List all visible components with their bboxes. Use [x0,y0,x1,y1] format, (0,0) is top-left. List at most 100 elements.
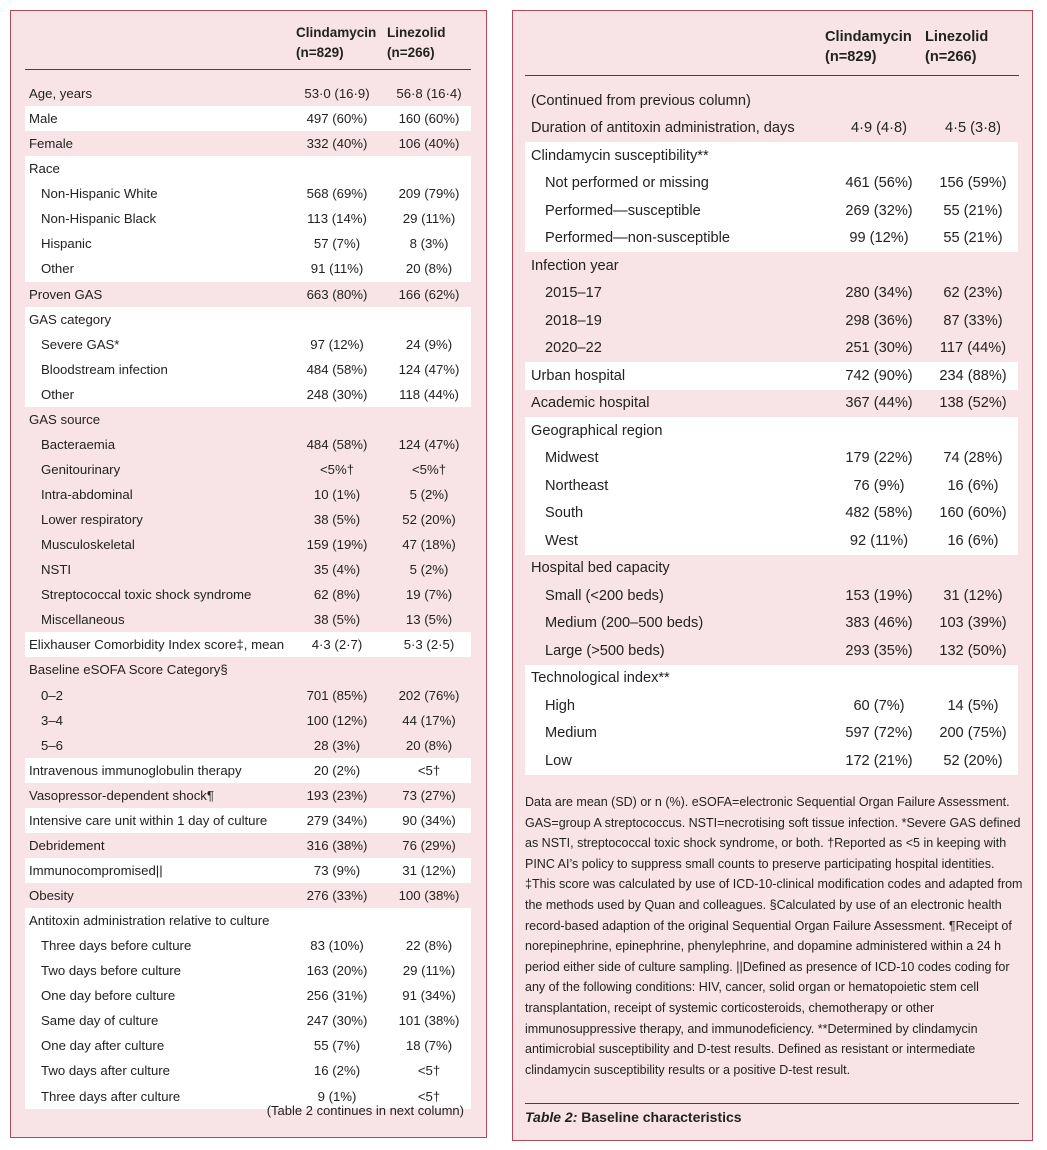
clindamycin-value: 280 (34%) [845,285,913,302]
row-label: Hispanic [41,236,92,252]
table-row: Other 91 (11%) 20 (8%) [25,256,471,282]
linezolid-value: 74 (28%) [943,450,1003,467]
clindamycin-value: 73 (9%) [313,862,361,878]
linezolid-value: 101 (38%) [398,1013,460,1029]
table-row: Severe GAS* 97 (12%) 24 (9%) [25,331,471,357]
clindamycin-value: 153 (19%) [845,587,913,604]
clindamycin-value: 53·0 (16·9) [304,86,370,102]
clindamycin-value: 91 (11%) [310,261,364,277]
linezolid-value: 5·3 (2·5) [403,637,455,653]
row-label: Three days before culture [41,938,192,954]
table-row: Geographical region [525,417,1018,445]
clindamycin-value: 163 (20%) [306,963,368,979]
linezolid-value: 29 (11%) [402,963,456,979]
clindamycin-value: 159 (19%) [306,537,368,553]
linezolid-value: 209 (79%) [398,186,460,202]
column-header-clindamycin: Clindamycin (n=829) [296,23,376,63]
table-row: 3–4 100 (12%) 44 (17%) [25,708,471,733]
row-label: Intravenous immunoglobulin therapy [29,762,242,778]
linezolid-value: 200 (75%) [939,725,1007,742]
column-header-name: Linezolid [387,25,446,40]
row-label: Age, years [29,86,93,102]
row-label: GAS source [29,411,101,427]
clindamycin-value: 60 (7%) [853,697,905,714]
linezolid-value: 5 (2%) [409,487,449,503]
table-row: Low 172 (21%) 52 (20%) [525,747,1018,775]
linezolid-value: 47 (18%) [402,537,456,553]
table-row: 0–2 701 (85%) 202 (76%) [25,683,471,708]
row-label: Antitoxin administration relative to cul… [29,913,270,929]
row-label: Medium (200–500 beds) [545,615,704,632]
row-label: Clindamycin susceptibility** [531,147,709,164]
table-row: Large (>500 beds) 293 (35%) 132 (50%) [525,637,1018,665]
clindamycin-value: 701 (85%) [306,687,368,703]
table-row: Performed—susceptible 269 (32%) 55 (21%) [525,197,1018,225]
linezolid-value: 234 (88%) [939,367,1007,384]
clindamycin-value: 269 (32%) [845,202,913,219]
table-row: Antitoxin administration relative to cul… [25,908,471,934]
row-label: Non-Hispanic White [41,186,158,202]
table-footnotes: Data are mean (SD) or n (%). eSOFA=elect… [525,795,1023,1077]
table-row: Bloodstream infection 484 (58%) 124 (47%) [25,356,471,382]
row-label: GAS category [29,311,112,327]
clindamycin-value: 251 (30%) [845,340,913,357]
clindamycin-value: 57 (7%) [313,236,361,252]
clindamycin-value: 76 (9%) [853,477,905,494]
clindamycin-value: 38 (5%) [313,512,361,528]
clindamycin-value: 10 (1%) [313,487,361,503]
linezolid-value: 76 (29%) [402,837,456,853]
column-header-n: (n=829) [825,49,877,65]
row-label: Infection year [531,257,619,274]
table-row: Obesity 276 (33%) 100 (38%) [25,883,471,908]
linezolid-value: 31 (12%) [402,862,456,878]
table-row: Lower respiratory 38 (5%) 52 (20%) [25,507,471,532]
row-label: Other [41,386,74,402]
table-row: Miscellaneous 38 (5%) 13 (5%) [25,607,471,632]
row-label: Same day of culture [41,1013,159,1029]
row-label: Hospital bed capacity [531,560,670,577]
linezolid-value: 22 (8%) [405,938,453,954]
linezolid-value: 16 (6%) [947,532,999,549]
linezolid-value: 62 (23%) [943,285,1003,302]
row-label: (Continued from previous column) [531,92,751,109]
linezolid-value: 156 (59%) [939,175,1007,192]
header-divider [525,75,1019,76]
row-label: Elixhauser Comorbidity Index score‡, mea… [29,637,285,653]
linezolid-value: 18 (7%) [405,1038,453,1054]
table-row: Genitourinary <5%† <5%† [25,457,471,482]
linezolid-value: <5† [417,762,441,778]
table-row: Non-Hispanic Black 113 (14%) 29 (11%) [25,206,471,232]
row-label: Three days after culture [41,1088,181,1104]
clindamycin-value: 484 (58%) [306,361,368,377]
linezolid-value: 55 (21%) [943,230,1003,247]
caption-label: Table 2: [525,1109,578,1125]
linezolid-value: 100 (38%) [398,888,460,904]
table-body-right: (Continued from previous column) Duration… [525,87,1018,775]
clindamycin-value: <5%† [319,461,355,477]
row-label: Severe GAS* [41,336,120,352]
clindamycin-value: 247 (30%) [306,1013,368,1029]
row-label: Obesity [29,888,74,904]
linezolid-value: 138 (52%) [939,395,1007,412]
row-label: 3–4 [41,712,64,728]
column-header-linezolid: Linezolid (n=266) [387,23,446,63]
table-row: Intra-abdominal 10 (1%) 5 (2%) [25,482,471,507]
table-row: Vasopressor-dependent shock¶ 193 (23%) 73 … [25,783,471,808]
table-row: Male 497 (60%) 160 (60%) [25,106,471,132]
table-row: Midwest 179 (22%) 74 (28%) [525,444,1018,472]
table-row: Same day of culture 247 (30%) 101 (38%) [25,1008,471,1034]
clindamycin-value: 20 (2%) [313,762,361,778]
table-row: Academic hospital 367 (44%) 138 (52%) [525,390,1018,418]
row-label: Small (<200 beds) [545,587,664,604]
clindamycin-value: 248 (30%) [306,386,368,402]
row-label: Lower respiratory [41,512,143,528]
clindamycin-value: 83 (10%) [310,938,364,954]
clindamycin-value: 293 (35%) [845,642,913,659]
table-row: Two days after culture 16 (2%) <5† [25,1058,471,1084]
clindamycin-value: 316 (38%) [306,837,368,853]
table-row: Proven GAS 663 (80%) 166 (62%) [25,282,471,307]
clindamycin-value: 38 (5%) [313,612,361,628]
row-label: Duration of antitoxin administration, da… [531,120,795,137]
clindamycin-value: 193 (23%) [306,787,368,803]
clindamycin-value: 482 (58%) [845,505,913,522]
